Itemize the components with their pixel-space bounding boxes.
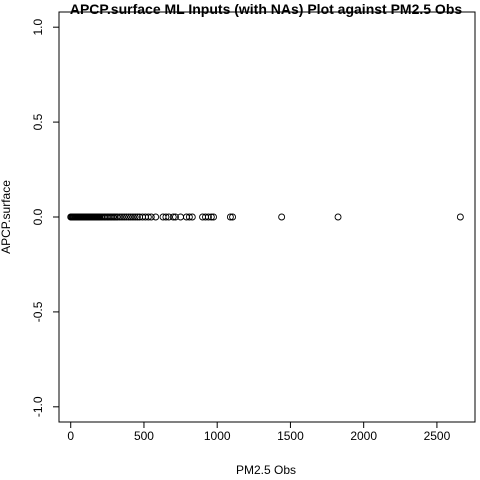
- data-point: [129, 213, 137, 221]
- data-point: [152, 213, 160, 221]
- data-point: [165, 213, 173, 221]
- data-point: [116, 213, 124, 221]
- data-point: [456, 213, 464, 221]
- y-tick-label: -0.5: [31, 301, 45, 322]
- x-axis: 0 500 1000 1500 2000 2500: [67, 422, 451, 443]
- y-axis: -1.0 -0.5 0.0 0.5 1.0: [31, 19, 59, 417]
- data-point: [226, 213, 234, 221]
- x-tick-label: 1000: [204, 429, 231, 443]
- x-tick-label: 2500: [424, 429, 451, 443]
- data-point: [122, 213, 130, 221]
- data-point: [147, 213, 155, 221]
- x-tick-label: 0: [67, 429, 74, 443]
- y-tick-label: -1.0: [31, 396, 45, 417]
- data-point: [169, 213, 177, 221]
- data-point: [188, 213, 196, 221]
- data-point: [144, 213, 152, 221]
- x-tick-label: 500: [134, 429, 154, 443]
- x-axis-label: PM2.5 Obs: [236, 463, 296, 477]
- x-tick-label: 1500: [277, 429, 304, 443]
- y-tick-label: 0.5: [31, 113, 45, 130]
- data-point: [278, 213, 286, 221]
- y-tick-label: 1.0: [31, 19, 45, 36]
- data-point: [185, 213, 193, 221]
- data-point: [210, 213, 217, 221]
- data-point: [172, 213, 179, 221]
- data-point: [125, 213, 133, 221]
- data-point: [127, 213, 135, 221]
- data-point: [120, 213, 128, 221]
- data-point: [114, 213, 122, 221]
- data-point: [118, 213, 126, 221]
- data-point: [162, 213, 170, 221]
- y-axis-label: APCP.surface: [0, 180, 13, 254]
- chart-title: APCP.surface ML Inputs (with NAs) Plot a…: [70, 1, 463, 17]
- data-point: [133, 213, 141, 221]
- data-points: [67, 213, 464, 221]
- data-point: [207, 213, 215, 221]
- data-point: [229, 213, 237, 221]
- data-point: [334, 213, 342, 221]
- y-tick-label: 0.0: [31, 208, 45, 225]
- data-point: [204, 213, 212, 221]
- data-point: [131, 213, 139, 221]
- x-tick-label: 2000: [350, 429, 377, 443]
